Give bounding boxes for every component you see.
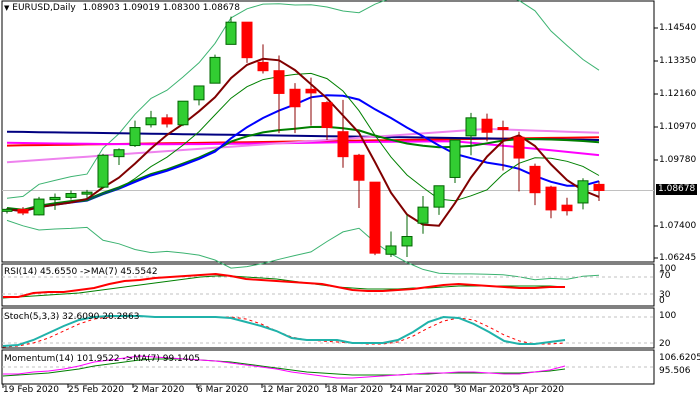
candle-body (177, 100, 189, 126)
candle-body (417, 206, 429, 224)
ma-green-line (6, 125, 600, 211)
candle-body (81, 191, 93, 195)
rsi-line (3, 272, 565, 298)
date-label: 19 Feb 2020 (3, 385, 60, 395)
date-label: 12 Mar 2020 (262, 385, 320, 395)
rsi-level-0: 0 (659, 296, 665, 306)
candle-body (257, 61, 269, 72)
candle-body (49, 196, 61, 201)
rsi-label: RSI(14) 45.6550 ->MA(7) 45.5542 (4, 267, 158, 277)
bollinger-lower-line (6, 219, 600, 281)
triangle-down-icon[interactable]: ▼ (4, 4, 10, 12)
momentum-label: Momentum(14) 101.9522 ->MA(7) 99.1405 (4, 354, 200, 364)
candle-body (545, 186, 557, 211)
candle-body (513, 136, 525, 159)
candle-body (65, 193, 77, 198)
price-tick-label: 1.06245 (659, 253, 697, 263)
rsi-level-70: 70 (659, 271, 671, 281)
stoch-main-line (2, 315, 566, 347)
candle-body (593, 183, 605, 191)
candle-body (305, 88, 317, 94)
candle-body (145, 117, 157, 126)
candle-body (129, 127, 141, 147)
momentum-level-max: 106.6205 (659, 353, 700, 363)
candle-body (225, 21, 237, 45)
candle-body (385, 245, 397, 255)
candle-body (465, 117, 477, 137)
candle-body (113, 149, 125, 158)
candle-body (97, 154, 109, 188)
stoch-label: Stoch(5,3,3) 32.6090 20.2863 (4, 312, 140, 322)
rsi-level-30: 30 (659, 290, 671, 300)
ma-magenta-line (6, 140, 600, 157)
momentum-ma-line (2, 358, 566, 377)
candle-body (241, 21, 253, 59)
date-label: 25 Feb 2020 (68, 385, 125, 395)
rsi-panel-frame (1, 263, 655, 307)
rsi-ma-line (2, 275, 566, 299)
candle-body (337, 131, 349, 158)
rsi-level-100: 100 (659, 264, 677, 274)
ma-thin-green-line (6, 72, 600, 212)
momentum-line (3, 355, 566, 379)
candle-body (33, 198, 45, 216)
main-panel-frame (1, 0, 655, 263)
date-label: 24 Mar 2020 (391, 385, 449, 395)
current-price-tag: 1.08678 (656, 184, 698, 195)
price-tick-label: 1.07400 (659, 220, 697, 231)
price-tick-label: 1.14540 (659, 23, 697, 33)
price-tick-label: 1.12160 (659, 88, 697, 99)
candle-body (273, 70, 285, 94)
candle-body (449, 139, 461, 178)
candle-body (321, 102, 333, 129)
date-label: 2 Mar 2020 (133, 385, 185, 395)
ohlc-values: 1.08903 1.09019 1.08300 1.08678 (82, 3, 240, 13)
candle-body (193, 85, 205, 101)
stoch-level-20: 20 (659, 339, 671, 349)
candle-body (353, 154, 365, 181)
candle-body (401, 236, 413, 247)
date-label: 6 Mar 2020 (197, 385, 249, 395)
candle-body (161, 117, 173, 125)
candle-body (481, 118, 493, 133)
date-label: 3 Apr 2020 (514, 385, 564, 395)
price-tick-label: 1.09780 (659, 154, 697, 165)
ma-navy-line (6, 130, 600, 141)
price-tick-label: 1.13350 (659, 55, 697, 66)
bollinger-upper-line (6, 0, 600, 199)
candle-body (1, 208, 13, 212)
chart-header: ▼ EURUSD,Daily 1.08903 1.09019 1.08300 1… (4, 3, 240, 13)
candle-body (209, 56, 221, 84)
momentum-level-min: 95.506 (659, 366, 691, 376)
candle-body (369, 181, 381, 254)
candle-body (433, 185, 445, 208)
stoch-panel-frame (1, 307, 655, 349)
price-tick-label: 1.10970 (659, 121, 697, 132)
candle-body (577, 180, 589, 204)
symbol-label: EURUSD,Daily (12, 3, 76, 13)
candle-body (289, 88, 301, 108)
stoch-level-100: 100 (659, 311, 677, 321)
candle-body (17, 208, 29, 214)
candle-body (561, 204, 573, 212)
date-label: 30 Mar 2020 (455, 385, 513, 395)
candle-body (529, 165, 541, 194)
date-label: 18 Mar 2020 (326, 385, 384, 395)
candle-body (497, 127, 509, 131)
